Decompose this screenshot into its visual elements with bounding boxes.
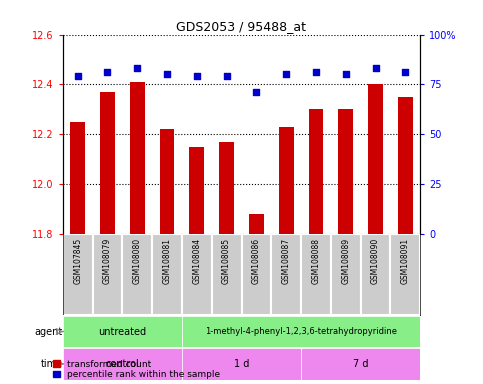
Text: GSM108079: GSM108079 [103,238,112,285]
FancyBboxPatch shape [182,348,301,379]
Text: GSM108084: GSM108084 [192,238,201,285]
FancyBboxPatch shape [63,234,93,315]
Point [223,73,230,79]
Bar [219,142,234,234]
Point [282,71,290,78]
Bar [249,214,264,234]
Text: 1-methyl-4-phenyl-1,2,3,6-tetrahydropyridine: 1-methyl-4-phenyl-1,2,3,6-tetrahydropyri… [205,327,397,336]
Point [372,65,380,71]
Text: untreated: untreated [99,326,146,336]
FancyBboxPatch shape [242,234,271,315]
Bar [130,82,145,234]
Bar [189,147,204,234]
FancyBboxPatch shape [122,234,152,315]
Bar [398,97,413,234]
Text: GSM108086: GSM108086 [252,238,261,285]
Text: time: time [41,359,63,369]
FancyBboxPatch shape [361,234,390,315]
FancyBboxPatch shape [182,316,420,347]
Text: 7 d: 7 d [353,359,369,369]
FancyBboxPatch shape [93,234,122,315]
Title: GDS2053 / 95488_at: GDS2053 / 95488_at [176,20,307,33]
FancyBboxPatch shape [152,234,182,315]
Text: GSM108090: GSM108090 [371,238,380,285]
FancyBboxPatch shape [63,316,182,347]
FancyBboxPatch shape [63,348,182,379]
Bar [338,109,353,234]
Bar [100,92,115,234]
Bar [159,129,174,234]
FancyBboxPatch shape [212,234,242,315]
FancyBboxPatch shape [331,234,361,315]
Text: control: control [105,359,139,369]
FancyBboxPatch shape [301,234,331,315]
FancyBboxPatch shape [390,234,420,315]
FancyBboxPatch shape [182,234,212,315]
Point [104,70,112,76]
Text: GSM108085: GSM108085 [222,238,231,285]
Bar [309,109,324,234]
Point [133,65,141,71]
Point [253,89,260,96]
Point [401,70,409,76]
Text: GSM108087: GSM108087 [282,238,291,285]
Text: GSM108081: GSM108081 [163,238,171,284]
Point [312,70,320,76]
Text: GSM108091: GSM108091 [401,238,410,285]
Point [342,71,350,78]
Point [193,73,201,79]
Bar [70,122,85,234]
Text: 1 d: 1 d [234,359,249,369]
Text: GSM107845: GSM107845 [73,238,82,285]
Text: GSM108089: GSM108089 [341,238,350,285]
FancyBboxPatch shape [301,348,420,379]
Text: agent: agent [35,326,63,336]
Legend: transformed count, percentile rank within the sample: transformed count, percentile rank withi… [53,360,220,379]
Bar [279,127,294,234]
Text: GSM108088: GSM108088 [312,238,320,284]
FancyBboxPatch shape [271,234,301,315]
Point [74,73,82,79]
Text: GSM108080: GSM108080 [133,238,142,285]
Bar [368,84,383,234]
Point [163,71,171,78]
